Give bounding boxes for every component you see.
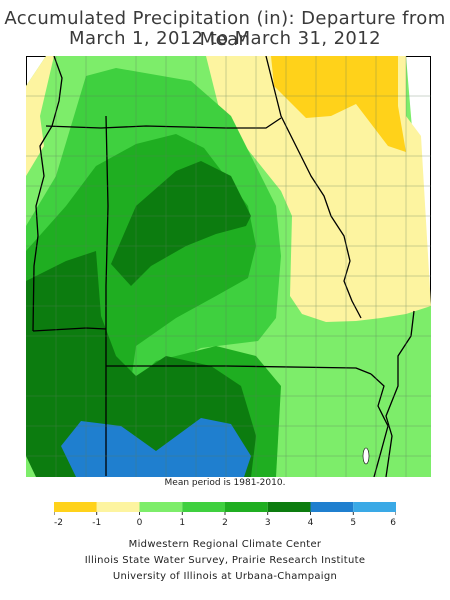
- zone-4-to-5: [61, 418, 251, 477]
- credit-line-3: University of Illinois at Urbana-Champai…: [112, 571, 338, 582]
- credit-line-2: Illinois State Water Survey, Prairie Res…: [84, 555, 366, 566]
- credit-line-1: Midwestern Regional Climate Center: [128, 539, 322, 550]
- zone-minus2-to-minus1: [271, 56, 406, 152]
- legend-tick-label: 1: [179, 518, 185, 528]
- state-borders: [32, 56, 415, 477]
- map-title: Accumulated Precipitation (in): Departur…: [4, 8, 446, 50]
- mean-period-note: Mean period is 1981-2010.: [164, 478, 286, 488]
- zone-minus1-to-0-west: [26, 56, 54, 176]
- color-legend: -2 -1 0 1 2 3 4 5 6: [54, 502, 396, 528]
- zone-3-to-4-north: [111, 161, 251, 286]
- legend-tick-label: -1: [92, 518, 101, 528]
- legend-tick-label: 6: [390, 518, 396, 528]
- legend-tick-label: 2: [222, 518, 228, 528]
- legend-swatches: [54, 502, 396, 512]
- legend-swatch: [139, 502, 183, 512]
- legend-swatch: [267, 502, 311, 512]
- legend-tick-label: 3: [265, 518, 271, 528]
- legend-swatch: [225, 502, 268, 512]
- legend-tick-label: 5: [350, 518, 356, 528]
- map-date-range: March 1, 2012 to March 31, 2012: [69, 28, 381, 49]
- legend-swatch: [310, 502, 354, 512]
- legend-tick-label: 4: [308, 518, 314, 528]
- legend-swatch: [96, 502, 140, 512]
- lake-marker: [362, 447, 370, 465]
- precipitation-map: [26, 56, 431, 477]
- legend-ticks: -2 -1 0 1 2 3 4 5 6: [54, 512, 396, 528]
- legend-swatch: [182, 502, 225, 512]
- legend-swatch: [54, 502, 97, 512]
- county-lines: [26, 56, 431, 477]
- legend-tick-label: 0: [137, 518, 143, 528]
- legend-tick-label: -2: [54, 518, 63, 528]
- legend-swatch: [353, 502, 396, 512]
